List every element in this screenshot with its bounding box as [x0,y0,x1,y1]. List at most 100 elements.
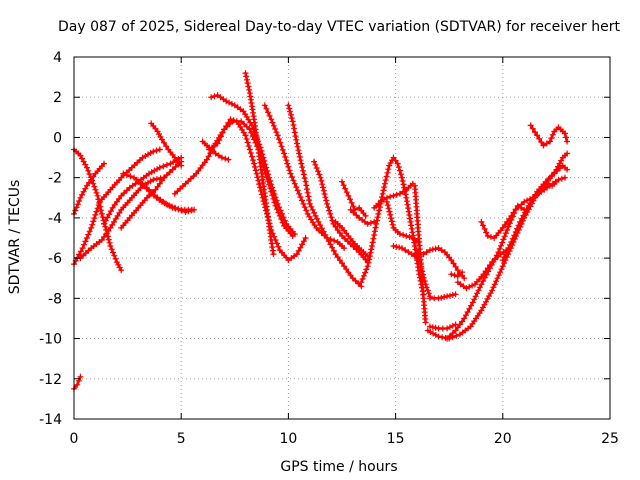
data-point [520,212,527,219]
data-point [382,177,389,184]
data-point [517,218,523,225]
data-point [464,309,471,315]
data-point [324,200,330,207]
series-arc-2 [71,146,163,268]
data-point [274,132,281,139]
data-point [405,249,412,256]
data-point [327,210,334,217]
data-point [272,126,279,132]
data-point [297,244,304,251]
data-point [230,117,237,124]
data-point [111,252,118,259]
data-point [277,207,284,214]
data-point [542,180,549,187]
data-point [547,138,553,145]
data-point [274,200,281,207]
data-point [205,153,212,160]
series-arc-3 [71,160,107,217]
data-point [393,243,400,250]
data-point [105,236,112,243]
data-point [374,217,380,224]
data-point [153,176,160,182]
data-point [273,197,280,204]
data-point [562,174,568,181]
data-point [469,282,476,289]
data-point [529,125,536,132]
data-point [389,221,396,228]
data-point [395,164,402,171]
data-point [323,197,330,204]
data-point [452,291,459,298]
data-point [523,206,530,212]
series-arc-23 [371,180,416,211]
data-point [406,234,413,240]
data-point [93,189,100,196]
data-point [254,174,261,181]
data-point [449,322,456,329]
data-point [106,211,113,218]
data-point [398,171,404,178]
data-point [225,119,232,126]
data-point [319,181,326,188]
data-point [98,207,104,214]
data-point [422,281,429,288]
data-point [421,278,428,284]
data-point [386,208,393,215]
chart-title: Day 087 of 2025, Sidereal Day-to-day VTE… [58,19,620,35]
data-point [275,243,282,250]
data-point [86,228,93,235]
data-point [368,246,375,253]
data-point [287,108,294,115]
data-point [499,239,506,246]
data-point [388,218,395,225]
data-point [510,209,517,216]
data-point [415,254,422,261]
data-point [295,147,302,154]
plot-frame [73,56,611,420]
data-point [488,234,494,240]
data-point [390,243,397,249]
data-point [74,201,81,208]
data-point [444,325,451,332]
data-point [264,168,271,174]
data-point [549,131,556,138]
data-point [120,170,127,177]
data-point [553,178,560,185]
data-point [384,169,391,176]
data-point [478,281,485,288]
data-point [339,233,345,239]
data-point [394,160,401,167]
data-point [325,238,332,245]
data-point [76,251,83,258]
data-point [419,268,426,275]
data-point [341,245,348,252]
data-point [543,140,550,147]
data-point [257,184,264,191]
data-point [316,171,323,178]
data-point [399,174,405,181]
data-point [284,160,291,167]
data-point [554,168,561,174]
data-point [341,235,348,242]
data-point [276,136,282,143]
data-point [281,217,288,224]
data-point [107,243,114,249]
data-point [185,208,192,215]
y-tick-label: 0 [53,130,62,146]
data-point [306,197,313,204]
series-arc-17 [285,102,365,290]
data-point [512,206,519,213]
data-point [493,278,500,285]
y-tick-label: -8 [48,291,62,307]
data-point [424,287,431,294]
data-point [83,235,90,241]
series-arc-28 [420,245,468,282]
data-point [347,206,354,213]
data-point [153,147,160,154]
data-point [380,187,387,194]
data-point [548,135,555,142]
data-point [296,190,303,197]
data-point [446,292,453,299]
data-point [282,153,289,160]
